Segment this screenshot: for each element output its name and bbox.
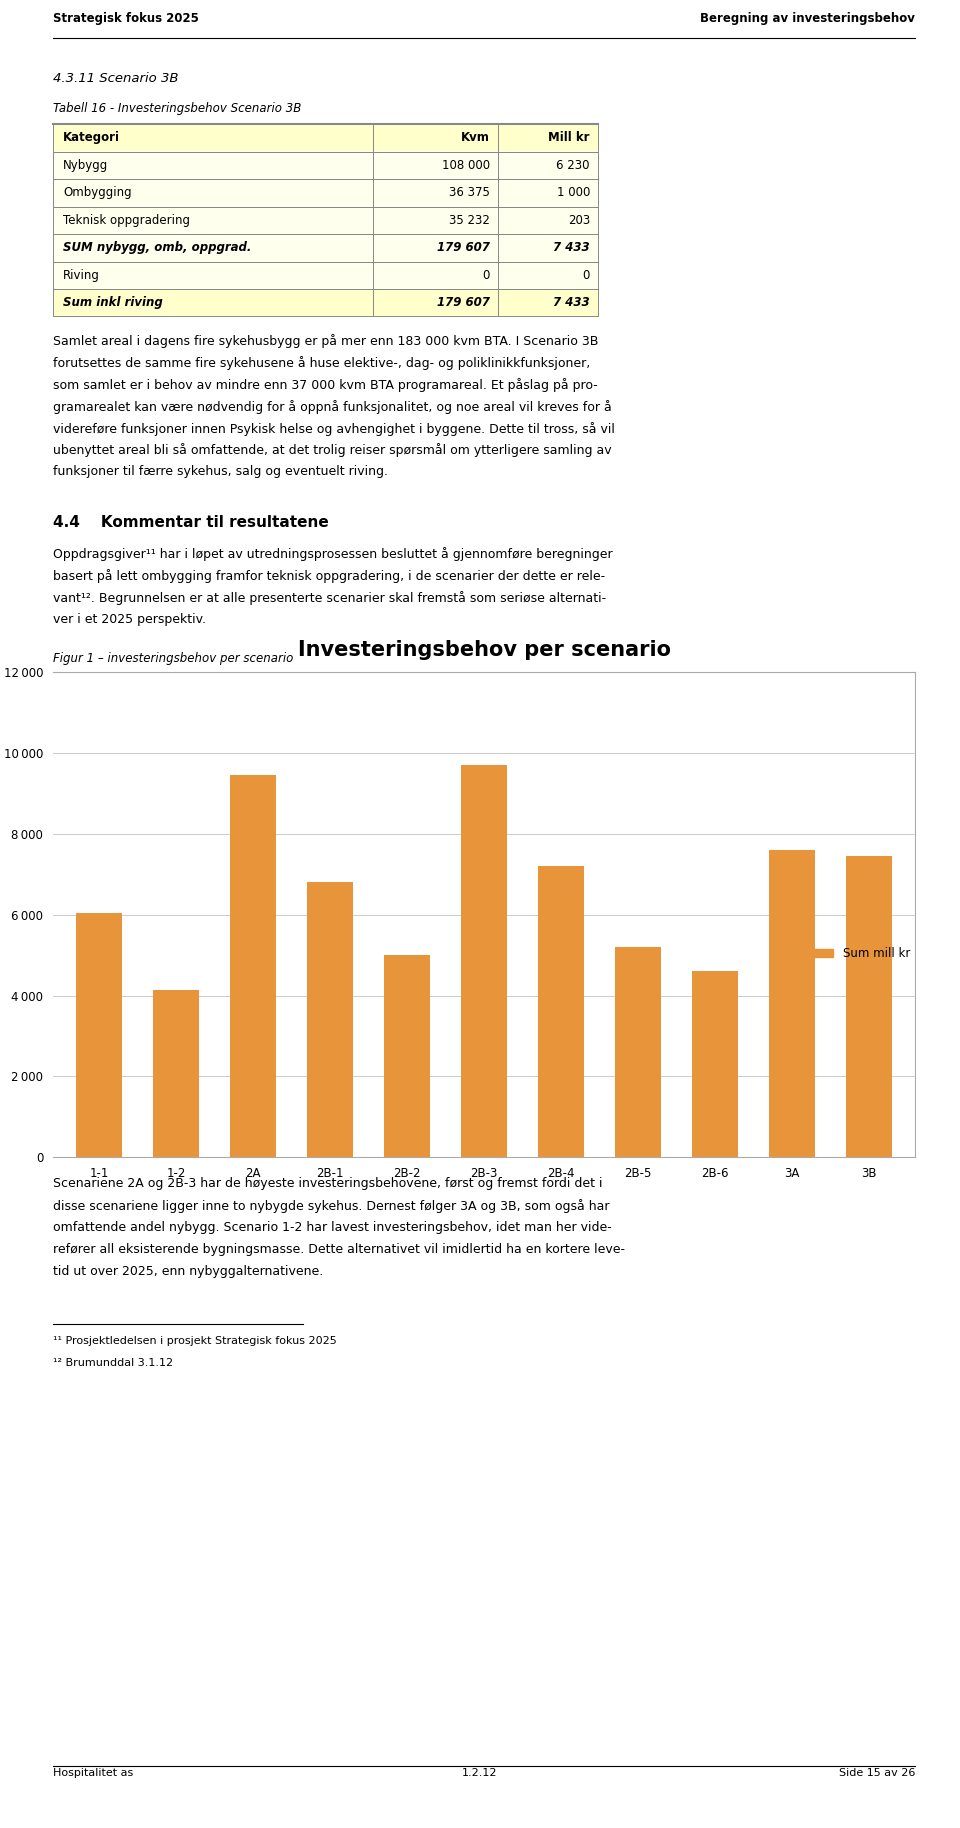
Text: 203: 203 [567,214,590,227]
Text: tid ut over 2025, enn nybyggalternativene.: tid ut over 2025, enn nybyggalternativen… [53,1265,324,1278]
Bar [53,124,598,152]
Text: 179 607: 179 607 [437,296,490,309]
Text: videreføre funksjoner innen Psykisk helse og avhengighet i byggene. Dette til tr: videreføre funksjoner innen Psykisk hels… [53,422,614,435]
Text: 179 607: 179 607 [437,241,490,254]
Title: Investeringsbehov per scenario: Investeringsbehov per scenario [298,640,670,660]
Bar [230,775,276,1157]
Text: 7 433: 7 433 [553,241,590,254]
Text: 1 000: 1 000 [557,186,590,199]
Text: Kvm: Kvm [461,132,490,144]
Text: refører all eksisterende bygningsmasse. Dette alternativet vil imidlertid ha en : refører all eksisterende bygningsmasse. … [53,1243,625,1256]
Text: 4.3.11 Scenario 3B: 4.3.11 Scenario 3B [53,71,179,84]
Text: ubenyttet areal bli så omfattende, at det trolig reiser spørsmål om ytterligere : ubenyttet areal bli så omfattende, at de… [53,444,612,457]
Text: ¹¹ Prosjektledelsen i prosjekt Strategisk fokus 2025: ¹¹ Prosjektledelsen i prosjekt Strategis… [53,1336,337,1345]
Text: forutsettes de samme fire sykehusene å huse elektive-, dag- og poliklinikkfunksj: forutsettes de samme fire sykehusene å h… [53,356,590,371]
Bar [461,766,507,1157]
Text: 36 375: 36 375 [449,186,490,199]
Bar [307,883,353,1157]
Text: vant¹². Begrunnelsen er at alle presenterte scenarier skal fremstå som seriøse a: vant¹². Begrunnelsen er at alle presente… [53,590,606,605]
Bar [53,234,598,261]
Bar [76,912,122,1157]
Text: Strategisk fokus 2025: Strategisk fokus 2025 [53,13,199,26]
Text: Teknisk oppgradering: Teknisk oppgradering [63,214,190,227]
Bar [538,866,584,1157]
Bar [692,971,738,1157]
Text: Figur 1 – investeringsbehov per scenario: Figur 1 – investeringsbehov per scenario [53,653,294,665]
Text: disse scenariene ligger inne to nybygde sykehus. Dernest følger 3A og 3B, som og: disse scenariene ligger inne to nybygde … [53,1199,610,1214]
Text: 6 230: 6 230 [557,159,590,172]
Text: funksjoner til færre sykehus, salg og eventuelt riving.: funksjoner til færre sykehus, salg og ev… [53,466,388,479]
Text: Nybygg: Nybygg [63,159,108,172]
Text: Sum inkl riving: Sum inkl riving [63,296,163,309]
Text: 4.4    Kommentar til resultatene: 4.4 Kommentar til resultatene [53,515,328,530]
Bar [53,179,598,207]
Text: Riving: Riving [63,269,100,282]
Legend: Sum mill kr: Sum mill kr [805,943,915,965]
Text: Scenariene 2A og 2B-3 har de høyeste investeringsbehovene, først og fremst fordi: Scenariene 2A og 2B-3 har de høyeste inv… [53,1177,603,1190]
Bar [53,261,598,289]
Text: 0: 0 [483,269,490,282]
Bar [53,289,598,316]
Bar [53,207,598,234]
Text: Side 15 av 26: Side 15 av 26 [839,1768,915,1779]
Bar [53,152,598,179]
Text: 1.2.12: 1.2.12 [463,1768,497,1779]
Text: ¹² Brumunddal 3.1.12: ¹² Brumunddal 3.1.12 [53,1358,173,1369]
Text: Mill kr: Mill kr [548,132,590,144]
Bar [846,856,892,1157]
Text: Samlet areal i dagens fire sykehusbygg er på mer enn 183 000 kvm BTA. I Scenario: Samlet areal i dagens fire sykehusbygg e… [53,335,598,349]
Bar [769,850,815,1157]
Text: Hospitalitet as: Hospitalitet as [53,1768,133,1779]
Bar [614,947,661,1157]
Text: Beregning av investeringsbehov: Beregning av investeringsbehov [700,13,915,26]
Text: Ombygging: Ombygging [63,186,132,199]
Text: Tabell 16 - Investeringsbehov Scenario 3B: Tabell 16 - Investeringsbehov Scenario 3… [53,102,301,115]
Text: SUM nybygg, omb, oppgrad.: SUM nybygg, omb, oppgrad. [63,241,252,254]
Text: 35 232: 35 232 [449,214,490,227]
Bar [153,989,200,1157]
Text: ver i et 2025 perspektiv.: ver i et 2025 perspektiv. [53,612,206,625]
Text: gramarealet kan være nødvendig for å oppnå funksjonalitet, og noe areal vil krev: gramarealet kan være nødvendig for å opp… [53,400,612,413]
Text: 0: 0 [583,269,590,282]
Text: basert på lett ombygging framfor teknisk oppgradering, i de scenarier der dette : basert på lett ombygging framfor teknisk… [53,569,605,583]
Text: 108 000: 108 000 [442,159,490,172]
Text: Oppdragsgiver¹¹ har i løpet av utredningsprosessen besluttet å gjennomføre bereg: Oppdragsgiver¹¹ har i løpet av utredning… [53,547,612,561]
Text: 7 433: 7 433 [553,296,590,309]
Bar [384,956,430,1157]
Text: som samlet er i behov av mindre enn 37 000 kvm BTA programareal. Et påslag på pr: som samlet er i behov av mindre enn 37 0… [53,378,598,391]
Text: Kategori: Kategori [63,132,120,144]
Text: omfattende andel nybygg. Scenario 1-2 har lavest investeringsbehov, idet man her: omfattende andel nybygg. Scenario 1-2 ha… [53,1221,612,1234]
